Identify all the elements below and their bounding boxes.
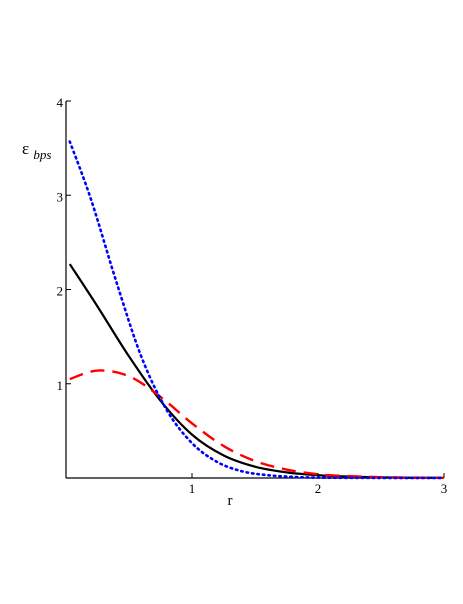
series-solid-line <box>68 263 445 479</box>
x-axis-label: r <box>228 493 233 509</box>
y-axis-label: ε bps <box>22 139 51 162</box>
x-tick-label: 3 <box>441 481 448 496</box>
y-axis-label-symbol: ε <box>22 139 29 158</box>
series-dotted-line <box>68 140 446 480</box>
y-axis-label-subscript: bps <box>33 147 51 162</box>
y-tick-label: 4 <box>57 95 64 110</box>
series-dashed-line <box>69 369 445 480</box>
y-tick-label: 2 <box>57 284 64 299</box>
y-tick-label: 1 <box>57 378 64 393</box>
y-tick-group: 1 2 3 4 <box>57 95 71 393</box>
y-tick-label: 3 <box>57 189 64 204</box>
x-tick-label: 1 <box>189 481 196 496</box>
x-tick-label: 2 <box>315 481 322 496</box>
series-layer <box>68 140 446 480</box>
